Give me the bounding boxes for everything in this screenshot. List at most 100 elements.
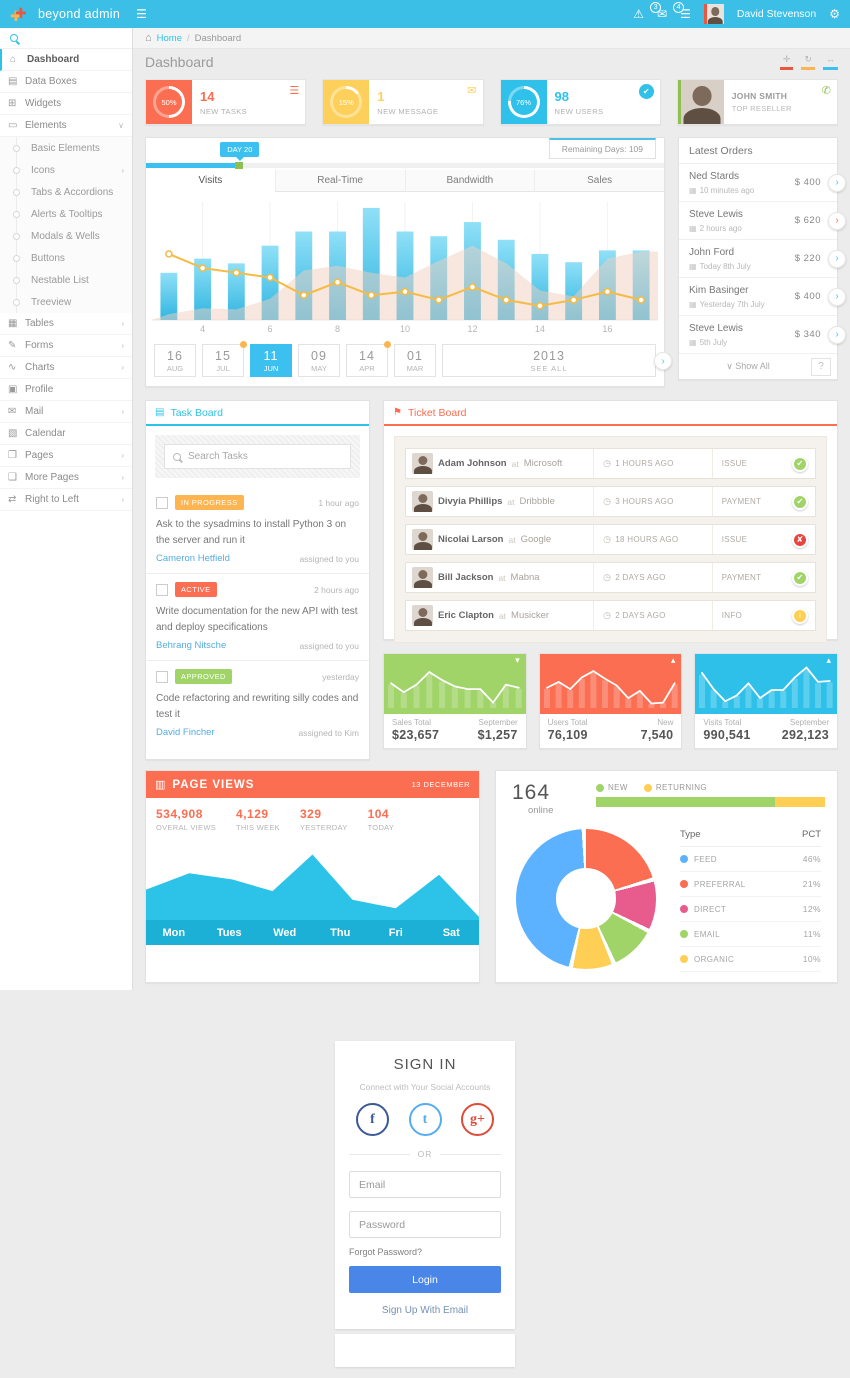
email-field[interactable] bbox=[349, 1171, 501, 1198]
sidebar-item[interactable]: ▣ Profile bbox=[0, 379, 132, 401]
ticket-row[interactable]: Adam Johnson at Microsoft ◷ 1 HOURS AGO … bbox=[405, 448, 816, 479]
sidebar-item[interactable]: ✉ Mail › bbox=[0, 401, 132, 423]
chart-tab[interactable]: Sales bbox=[534, 170, 664, 192]
phone-icon[interactable]: ✆ bbox=[821, 85, 831, 97]
slider-handle[interactable] bbox=[235, 162, 244, 169]
stat-value: 104 bbox=[367, 807, 390, 821]
sidebar-item[interactable]: Alerts & Tooltips bbox=[0, 203, 132, 225]
search-tasks-input[interactable]: Search Tasks bbox=[164, 444, 351, 469]
task-checkbox[interactable] bbox=[156, 496, 168, 509]
visits-overview-panel: DAY 20 Remaining Days: 109 Visits Real-T… bbox=[145, 137, 672, 387]
date-box[interactable]: 09 MAY bbox=[298, 344, 340, 377]
task-checkbox[interactable] bbox=[156, 583, 168, 596]
task-status-badge: IN PROGRESS bbox=[175, 495, 244, 510]
next-dates-button[interactable]: › bbox=[654, 352, 672, 370]
order-details-button[interactable]: › bbox=[828, 173, 846, 192]
twitter-icon[interactable]: t bbox=[408, 1103, 442, 1136]
ticket-row[interactable]: Eric Clapton at Musicker ◷ 2 DAYS AGO IN… bbox=[405, 600, 816, 631]
sidebar-item[interactable]: ▦ Tables › bbox=[0, 313, 132, 335]
chevron-icon: › bbox=[121, 473, 124, 482]
stat-label: OVERAL VIEWS bbox=[156, 823, 217, 832]
user-avatar[interactable] bbox=[703, 4, 724, 24]
task-item: IN PROGRESS 1 hour ago Ask to the sysadm… bbox=[146, 487, 369, 573]
show-all-button[interactable]: ∨ Show All bbox=[726, 361, 770, 371]
warning-icon[interactable]: ⚠ bbox=[633, 7, 645, 21]
forgot-password-link[interactable]: Forgot Password? bbox=[349, 1247, 423, 1257]
reseller-name: JOHN SMITH bbox=[731, 91, 788, 101]
avatar bbox=[412, 605, 433, 626]
sidebar-item[interactable]: ▤ Data Boxes bbox=[0, 71, 132, 93]
sidebar-item[interactable]: Tabs & Accordions bbox=[0, 181, 132, 203]
sidebar-item[interactable]: ✎ Forms › bbox=[0, 335, 132, 357]
avatar bbox=[412, 453, 433, 474]
sidebar-item[interactable]: ❑ More Pages › bbox=[0, 467, 132, 489]
date-box[interactable]: 11 JUN bbox=[250, 344, 292, 377]
sidebar-item[interactable]: ⊞ Widgets bbox=[0, 93, 132, 115]
split-segment bbox=[774, 797, 825, 807]
chart-tab[interactable]: Bandwidth bbox=[404, 170, 535, 192]
task-assignee-link[interactable]: David Fincher bbox=[156, 727, 215, 738]
sidebar-item[interactable]: ❐ Pages › bbox=[0, 445, 132, 467]
notification-dot bbox=[240, 341, 247, 348]
sidebar-item-label: Calendar bbox=[25, 428, 66, 439]
user-name[interactable]: David Stevenson bbox=[736, 8, 817, 20]
login-button[interactable]: Login bbox=[349, 1266, 501, 1293]
summary-widgets-row: ▾ Sales Total $23,657 September $1,257 bbox=[383, 653, 839, 749]
tasks-icon[interactable]: ☰ 4 bbox=[673, 2, 691, 21]
sidebar-item[interactable]: Icons › bbox=[0, 159, 132, 181]
task-assignee-link[interactable]: Behrang Nitsche bbox=[156, 640, 227, 651]
stat-card[interactable]: 76% 98 NEW USERS ✔ bbox=[499, 79, 661, 125]
sidebar-item[interactable]: ∿ Charts › bbox=[0, 357, 132, 379]
task-assignee-link[interactable]: Cameron Hetfield bbox=[156, 553, 230, 564]
chart-tab[interactable]: Visits bbox=[146, 170, 275, 192]
order-details-button[interactable]: › bbox=[828, 249, 846, 268]
clock-icon: ◷ bbox=[603, 610, 612, 620]
sidebar-item[interactable]: Buttons bbox=[0, 247, 132, 269]
sidebar-item[interactable]: Basic Elements bbox=[0, 137, 132, 159]
sidebar-item[interactable]: Treeview bbox=[0, 291, 132, 313]
avatar bbox=[412, 491, 433, 512]
order-details-button[interactable]: › bbox=[828, 287, 846, 306]
order-details-button[interactable]: › bbox=[828, 211, 846, 230]
facebook-icon[interactable]: f bbox=[356, 1103, 389, 1136]
password-field[interactable] bbox=[349, 1211, 501, 1238]
sidebar-item[interactable]: ⌂ Dashboard bbox=[0, 49, 132, 71]
ticket-time: 2 DAYS AGO bbox=[615, 611, 666, 620]
sidebar-toggle-icon[interactable]: ☰ bbox=[136, 7, 147, 21]
date-box[interactable]: 01 MAR bbox=[394, 344, 436, 377]
reseller-role: TOP RESELLER bbox=[731, 104, 792, 113]
brand-logo-icon: ✚ ✚ bbox=[10, 5, 27, 24]
collapse-icon[interactable]: ↔ bbox=[823, 54, 838, 70]
top-reseller-card[interactable]: JOHN SMITH TOP RESELLER ✆ bbox=[676, 79, 838, 125]
ticket-row[interactable]: Bill Jackson at Mabna ◷ 2 DAYS AGO PAYME… bbox=[405, 562, 816, 593]
date-box[interactable]: 14 APR bbox=[346, 341, 391, 377]
stat-card[interactable]: 50% 14 NEW TASKS ☰ bbox=[145, 79, 307, 125]
ticket-row[interactable]: Divyia Phillips at Dribbble ◷ 3 HOURS AG… bbox=[405, 486, 816, 517]
visits-chart: 4 6 8 10 12 14 16 bbox=[152, 196, 658, 336]
help-button[interactable]: ? bbox=[811, 357, 831, 376]
series-label: FEED bbox=[694, 854, 717, 864]
order-details-button[interactable]: › bbox=[828, 325, 846, 344]
breadcrumb-home-link[interactable]: Home bbox=[156, 32, 182, 44]
sidebar-item[interactable]: ▭ Elements ∨ bbox=[0, 115, 132, 137]
expand-icon[interactable]: ✛ bbox=[779, 54, 794, 70]
refresh-icon[interactable]: ↻ bbox=[801, 54, 815, 70]
task-checkbox[interactable] bbox=[156, 670, 168, 683]
widget-value: 76,109 bbox=[547, 728, 588, 742]
messages-icon[interactable]: ✉ 3 bbox=[650, 2, 667, 21]
chart-tab[interactable]: Real-Time bbox=[274, 170, 405, 192]
sign-up-link[interactable]: Sign Up With Email bbox=[381, 1305, 469, 1316]
sidebar-item-label: Icons bbox=[31, 164, 55, 176]
stat-card[interactable]: 15% 1 NEW MESSAGE ✉ bbox=[322, 79, 484, 125]
sidebar-item[interactable]: ⇄ Right to Left › bbox=[0, 489, 132, 511]
date-box[interactable]: 15 JUL bbox=[202, 341, 247, 377]
sidebar-item[interactable]: ▧ Calendar bbox=[0, 423, 132, 445]
sidebar-search[interactable] bbox=[0, 28, 132, 49]
sidebar-item[interactable]: Modals & Wells bbox=[0, 225, 132, 247]
settings-gear-icon[interactable]: ⚙ bbox=[829, 7, 840, 21]
date-box[interactable]: 16 AUG bbox=[154, 344, 196, 377]
googleplus-icon[interactable]: g+ bbox=[461, 1103, 494, 1136]
sidebar-item[interactable]: Nestable List bbox=[0, 269, 132, 291]
ticket-row[interactable]: Nicolai Larson at Google ◷ 18 HOURS AGO … bbox=[405, 524, 816, 555]
year-box[interactable]: 2013 SEE ALL bbox=[442, 344, 656, 377]
